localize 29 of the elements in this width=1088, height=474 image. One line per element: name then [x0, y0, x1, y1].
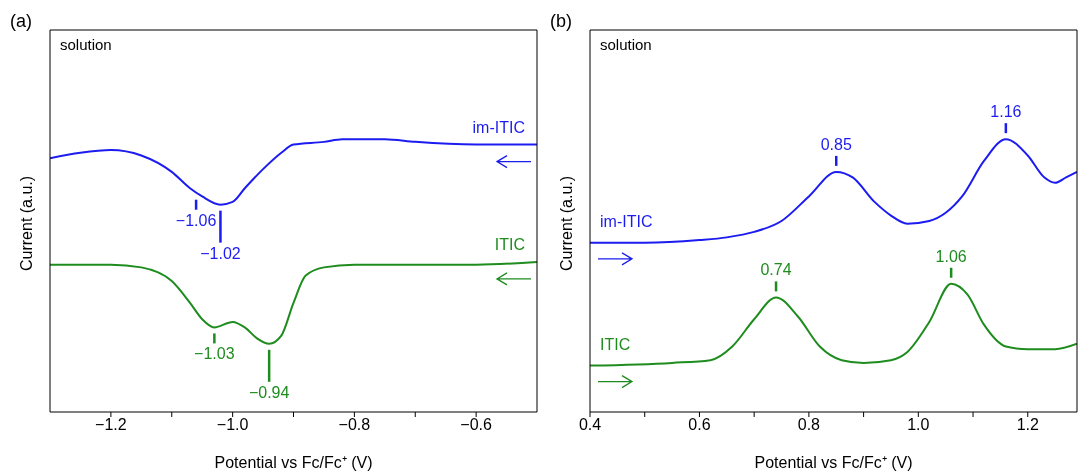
- y-axis-title: Current (a.u.): [17, 175, 35, 271]
- x-axis-title: Potential vs Fc/Fc⁺ (V): [214, 454, 373, 471]
- chart-title: (a): [10, 11, 32, 31]
- series-label: ITIC: [494, 235, 525, 253]
- annotation: −1.06: [175, 211, 217, 229]
- x-tick-label: 0.4: [578, 416, 602, 434]
- series-label: ITIC: [600, 335, 631, 353]
- x-axis-title: Potential vs Fc/Fc⁺ (V): [754, 454, 913, 471]
- annotation: −0.94: [248, 383, 290, 401]
- annotation: −1.03: [194, 345, 235, 363]
- chart-title: (b): [550, 11, 572, 31]
- x-tick-label: −1.2: [95, 416, 127, 434]
- y-axis-title: Current (a.u.): [557, 175, 575, 271]
- annotation: −1.02: [200, 244, 241, 262]
- x-tick-label: −0.6: [460, 416, 493, 434]
- x-tick-label: 1.2: [1016, 416, 1039, 434]
- series-label: im-ITIC: [600, 212, 653, 230]
- x-tick-label: −1.0: [216, 416, 249, 434]
- x-tick-label: 0.6: [688, 416, 711, 434]
- text: solution: [600, 36, 652, 53]
- series-label: im-ITIC: [472, 118, 525, 136]
- annotation: 0.74: [760, 261, 792, 279]
- annotation: 0.85: [820, 135, 852, 153]
- text: solution: [60, 36, 112, 53]
- x-tick-label: 0.8: [797, 416, 821, 434]
- x-tick-label: 1.0: [907, 416, 930, 434]
- annotation: 1.16: [990, 103, 1022, 121]
- annotation: 1.06: [935, 247, 967, 265]
- x-tick-label: −0.8: [338, 416, 371, 434]
